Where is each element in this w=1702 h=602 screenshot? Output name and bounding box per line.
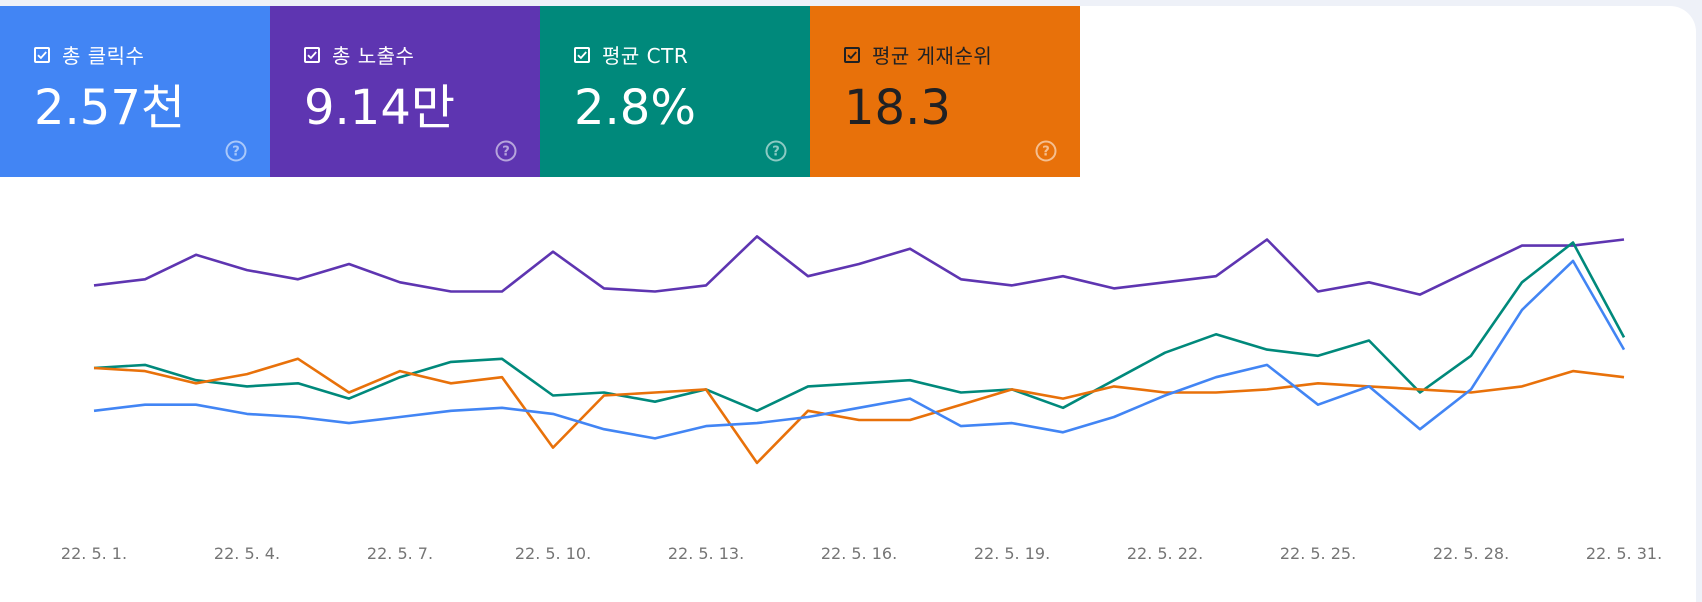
x-tick-label: 22. 5. 16. — [821, 544, 897, 563]
svg-text:?: ? — [502, 145, 510, 160]
svg-text:?: ? — [1042, 145, 1050, 160]
series-line-0 — [93, 235, 1625, 296]
x-tick-label: 22. 5. 10. — [515, 544, 591, 563]
metric-value: 2.8% — [574, 80, 696, 136]
metric-label: 총 노출수 — [332, 44, 415, 68]
x-tick-label: 22. 5. 22. — [1127, 544, 1203, 563]
metric-tile-position[interactable]: 평균 게재순위 18.3 ? — [810, 6, 1080, 177]
metric-tile-clicks[interactable]: 총 클릭수 2.57천 ? — [0, 6, 270, 177]
x-tick-label: 22. 5. 28. — [1433, 544, 1509, 563]
metric-tile-ctr[interactable]: 평균 CTR 2.8% ? — [540, 6, 810, 177]
x-tick-label: 22. 5. 7. — [367, 544, 433, 563]
series-layer — [93, 235, 1626, 465]
performance-line-chart: 22. 5. 1. 22. 5. 4. 22. 5. 7. 22. 5. 10. 22.… — [61, 235, 1662, 563]
performance-card: 총 클릭수 2.57천 ? 총 노출수 9.14만 ? — [0, 6, 1696, 602]
metric-label: 총 클릭수 — [62, 44, 145, 68]
metric-tile-impressions[interactable]: 총 노출수 9.14만 ? — [270, 6, 540, 177]
question-circle-icon[interactable]: ? — [224, 139, 248, 163]
metric-label: 평균 게재순위 — [872, 44, 993, 68]
question-circle-icon[interactable]: ? — [764, 139, 788, 163]
svg-text:?: ? — [232, 145, 240, 160]
checkbox-checked-icon[interactable] — [34, 46, 50, 63]
metric-value: 18.3 — [844, 80, 951, 136]
series-line-2 — [93, 357, 1625, 465]
metric-value: 9.14만 — [304, 80, 456, 136]
question-circle-icon[interactable]: ? — [1034, 139, 1058, 163]
x-tick-label: 22. 5. 1. — [61, 544, 127, 563]
x-axis-ticks: 22. 5. 1. 22. 5. 4. 22. 5. 7. 22. 5. 10. 22.… — [61, 544, 1662, 563]
metric-label: 평균 CTR — [602, 44, 689, 68]
metric-tiles: 총 클릭수 2.57천 ? 총 노출수 9.14만 ? — [0, 6, 1080, 177]
checkbox-checked-icon[interactable] — [574, 46, 590, 63]
metric-value: 2.57천 — [34, 80, 186, 136]
question-circle-icon[interactable]: ? — [494, 139, 518, 163]
x-tick-label: 22. 5. 13. — [668, 544, 744, 563]
x-tick-label: 22. 5. 25. — [1280, 544, 1356, 563]
checkbox-checked-icon[interactable] — [844, 46, 860, 63]
x-tick-label: 22. 5. 19. — [974, 544, 1050, 563]
x-tick-label: 22. 5. 31. — [1586, 544, 1662, 563]
series-line-3 — [93, 259, 1626, 440]
svg-text:?: ? — [772, 145, 780, 160]
series-line-1 — [93, 241, 1626, 413]
x-tick-label: 22. 5. 4. — [214, 544, 280, 563]
checkbox-checked-icon[interactable] — [304, 46, 320, 63]
